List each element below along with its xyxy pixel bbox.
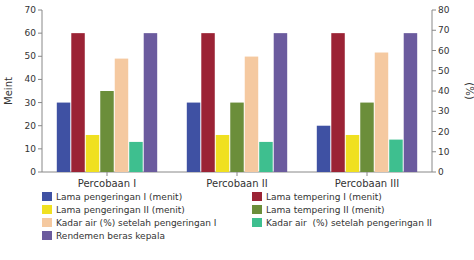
y-tick-label: 20 [25, 121, 37, 131]
y-tick-label: 0 [30, 167, 36, 177]
y-axis-line [42, 10, 43, 172]
y2-tick-label: 40 [438, 86, 450, 96]
bar [259, 142, 272, 172]
bar [375, 53, 388, 172]
y-tick [38, 33, 42, 34]
bar [86, 135, 99, 172]
bar [274, 33, 287, 172]
bar [129, 142, 142, 172]
bar [331, 33, 344, 172]
y-axis-label: Meint [3, 77, 14, 105]
y-tick-label: 50 [25, 51, 37, 61]
legend-label: Lama tempering II (menit) [266, 205, 384, 215]
legend-label: Rendemen beras kepala [56, 231, 165, 241]
bar [346, 135, 359, 172]
legend-label: Lama pengeringan I (menit) [56, 192, 182, 202]
y2-tick-label: 0 [438, 167, 444, 177]
bar [389, 140, 402, 172]
x-tick-label: Percobaan I [78, 178, 136, 189]
legend-swatch [42, 218, 52, 227]
y-tick-label: 40 [25, 74, 37, 84]
x-tick [367, 172, 368, 176]
bar [230, 103, 243, 172]
y-tick [38, 10, 42, 11]
y-tick-label: 10 [25, 144, 37, 154]
y2-tick [432, 172, 436, 173]
y-tick-label: 70 [25, 5, 37, 15]
x-tick-label: Percobaan II [206, 178, 267, 189]
bar [404, 33, 417, 172]
y-tick [38, 148, 42, 149]
bar [245, 57, 258, 172]
y2-tick [432, 50, 436, 51]
bar [360, 103, 373, 172]
x-tick [237, 172, 238, 176]
y-tick [38, 172, 42, 173]
y2-tick [432, 131, 436, 132]
bar [317, 126, 330, 172]
legend-swatch [42, 231, 52, 240]
y2-tick [432, 70, 436, 71]
y-tick [38, 125, 42, 126]
y-tick-label: 60 [25, 28, 37, 38]
bar [115, 59, 128, 172]
bars [57, 33, 417, 172]
bar [216, 135, 229, 172]
y-tick [38, 56, 42, 57]
bar [201, 33, 214, 172]
legend-label: Lama tempering I (menit) [266, 192, 382, 202]
y2-tick-label: 80 [438, 5, 450, 15]
bar [71, 33, 84, 172]
y2-tick-label: 70 [438, 25, 450, 35]
legend: Lama pengeringan I (menit) Lama tempering… [42, 192, 432, 241]
y2-tick-label: 30 [438, 106, 450, 116]
bar [187, 103, 200, 172]
bar [57, 103, 70, 172]
legend-swatch [252, 205, 262, 214]
bar [144, 33, 157, 172]
legend-label: Kadar air (%) setelah pengeringan I [56, 218, 217, 228]
legend-swatch [252, 192, 262, 201]
x-tick-label: Percobaan III [335, 178, 399, 189]
legend-label: Kadar air (%) setelah pengeringan II [266, 218, 432, 228]
legend-swatch [252, 218, 262, 227]
y2-tick [432, 91, 436, 92]
y-tick [38, 102, 42, 103]
x-tick [107, 172, 108, 176]
y2-axis-label: (%) [464, 82, 474, 99]
y2-tick-label: 50 [438, 66, 450, 76]
bar [100, 91, 113, 172]
y2-tick-label: 60 [438, 46, 450, 56]
y2-tick-label: 20 [438, 127, 450, 137]
chart: 0 10 20 30 40 50 60 70 0 10 20 30 40 50 60 70 80 Meint (%)… [0, 0, 474, 260]
y2-tick [432, 111, 436, 112]
y2-tick-label: 10 [438, 147, 450, 157]
y-tick [38, 79, 42, 80]
legend-label: Lama pengeringan II (menit) [56, 205, 185, 215]
y2-tick [432, 10, 436, 11]
y2-tick [432, 151, 436, 152]
legend-swatch [42, 192, 52, 201]
y2-tick [432, 30, 436, 31]
y-tick-label: 30 [25, 98, 37, 108]
legend-swatch [42, 205, 52, 214]
